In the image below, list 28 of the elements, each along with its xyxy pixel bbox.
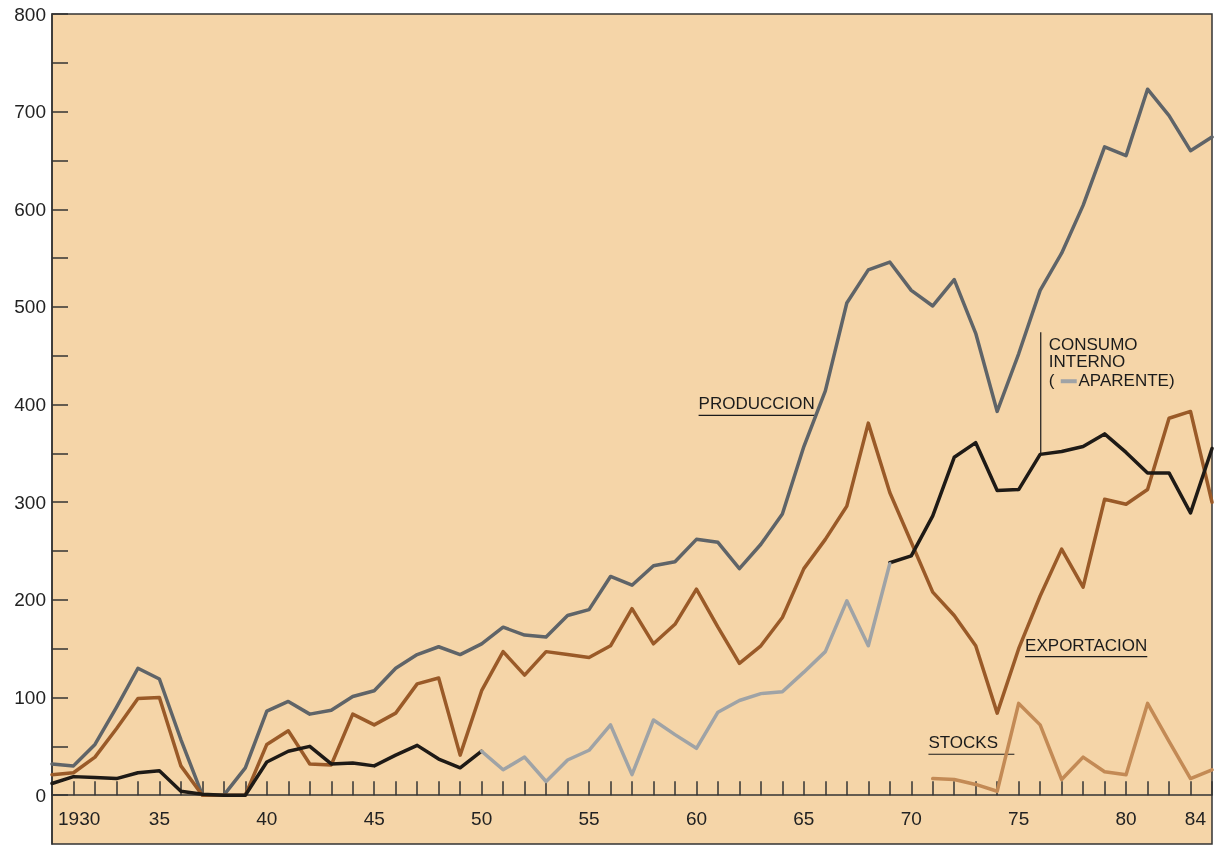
x-tick-label: 50	[471, 808, 493, 829]
line-series	[930, 701, 1214, 794]
x-tick-label: 55	[578, 808, 600, 829]
y-tick-label: 700	[14, 101, 46, 123]
y-tick-label: 800	[14, 3, 46, 25]
x-tick-label: 75	[1008, 808, 1030, 829]
y-tick-label: 200	[14, 589, 46, 611]
y-tick-label: 0	[35, 784, 46, 806]
series-label: EXPORTACION	[1025, 635, 1148, 655]
y-tick-label: 400	[14, 394, 46, 416]
y-tick-label: 100	[14, 687, 46, 709]
x-tick-label: 1930	[58, 808, 101, 829]
x-tick-label: 45	[363, 808, 385, 829]
text: CONSUMO INTERNO	[1048, 335, 1138, 372]
x-tick-label: 35	[148, 808, 170, 829]
x-tick-label: 70	[900, 808, 922, 829]
series-label: STOCKS	[928, 733, 999, 753]
x-tick-label: 40	[256, 808, 278, 829]
y-tick-label: 300	[14, 491, 46, 513]
text: ( APARENTE)	[1048, 371, 1175, 391]
x-tick-label: 84	[1184, 808, 1207, 829]
y-tick-label: 500	[14, 296, 46, 318]
x-tick-label: 60	[685, 808, 708, 829]
x-tick-label: 80	[1115, 808, 1137, 829]
x-tick-label: 65	[793, 808, 815, 829]
series-label: PRODUCCION	[698, 394, 815, 414]
line-series	[479, 562, 892, 784]
y-tick-label: 600	[14, 198, 46, 220]
